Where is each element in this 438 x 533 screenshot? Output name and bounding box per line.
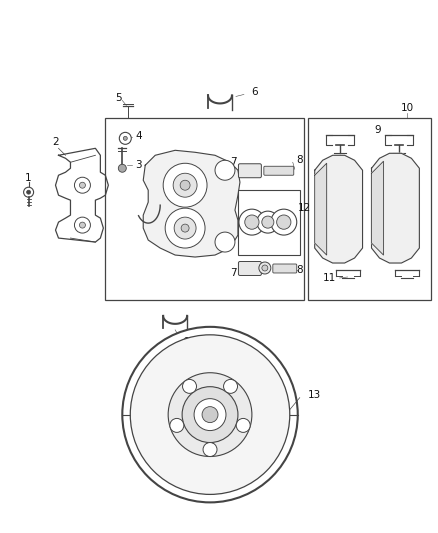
FancyBboxPatch shape (264, 166, 294, 175)
Circle shape (74, 217, 90, 233)
Circle shape (194, 399, 226, 431)
Polygon shape (371, 161, 384, 255)
Circle shape (257, 211, 279, 233)
Text: 5: 5 (115, 93, 122, 103)
FancyBboxPatch shape (273, 264, 297, 273)
Text: 9: 9 (374, 125, 381, 135)
Circle shape (165, 208, 205, 248)
Text: 2: 2 (52, 138, 59, 147)
Polygon shape (371, 154, 419, 263)
Text: 3: 3 (135, 160, 141, 170)
Text: 7: 7 (230, 157, 236, 167)
Circle shape (262, 216, 274, 228)
Bar (308, 118, 431, 300)
Circle shape (74, 177, 90, 193)
Circle shape (245, 215, 259, 229)
Circle shape (122, 327, 298, 503)
FancyBboxPatch shape (238, 164, 261, 177)
Circle shape (180, 180, 190, 190)
Circle shape (271, 209, 297, 235)
Circle shape (174, 217, 196, 239)
Text: 4: 4 (135, 131, 141, 141)
Polygon shape (314, 155, 363, 263)
Text: 13: 13 (308, 390, 321, 400)
Circle shape (236, 418, 250, 432)
Circle shape (130, 335, 290, 495)
Text: 6: 6 (251, 87, 258, 98)
Circle shape (259, 262, 271, 274)
Circle shape (183, 379, 197, 393)
Text: 8: 8 (297, 265, 303, 275)
Text: 12: 12 (298, 203, 311, 213)
Polygon shape (143, 150, 240, 257)
Text: 8: 8 (297, 155, 303, 165)
Text: 6: 6 (182, 337, 188, 347)
FancyBboxPatch shape (238, 262, 261, 276)
Bar (106, 118, 304, 300)
Circle shape (239, 209, 265, 235)
Circle shape (223, 379, 237, 393)
Circle shape (79, 222, 85, 228)
Circle shape (181, 224, 189, 232)
Circle shape (170, 418, 184, 432)
Circle shape (24, 187, 34, 197)
Circle shape (27, 190, 31, 194)
Circle shape (118, 164, 126, 172)
Circle shape (163, 163, 207, 207)
Circle shape (202, 407, 218, 423)
Circle shape (119, 132, 131, 144)
Text: 1: 1 (25, 173, 32, 183)
Circle shape (215, 160, 235, 180)
Circle shape (182, 386, 238, 442)
Circle shape (203, 442, 217, 456)
Circle shape (262, 265, 268, 271)
Bar (238, 190, 300, 255)
Circle shape (124, 136, 127, 140)
Text: 7: 7 (230, 268, 236, 278)
Circle shape (168, 373, 252, 456)
Circle shape (79, 182, 85, 188)
Circle shape (277, 215, 291, 229)
Text: 11: 11 (323, 273, 336, 283)
Circle shape (215, 232, 235, 252)
Polygon shape (314, 163, 327, 255)
Circle shape (173, 173, 197, 197)
Text: 10: 10 (401, 103, 414, 114)
